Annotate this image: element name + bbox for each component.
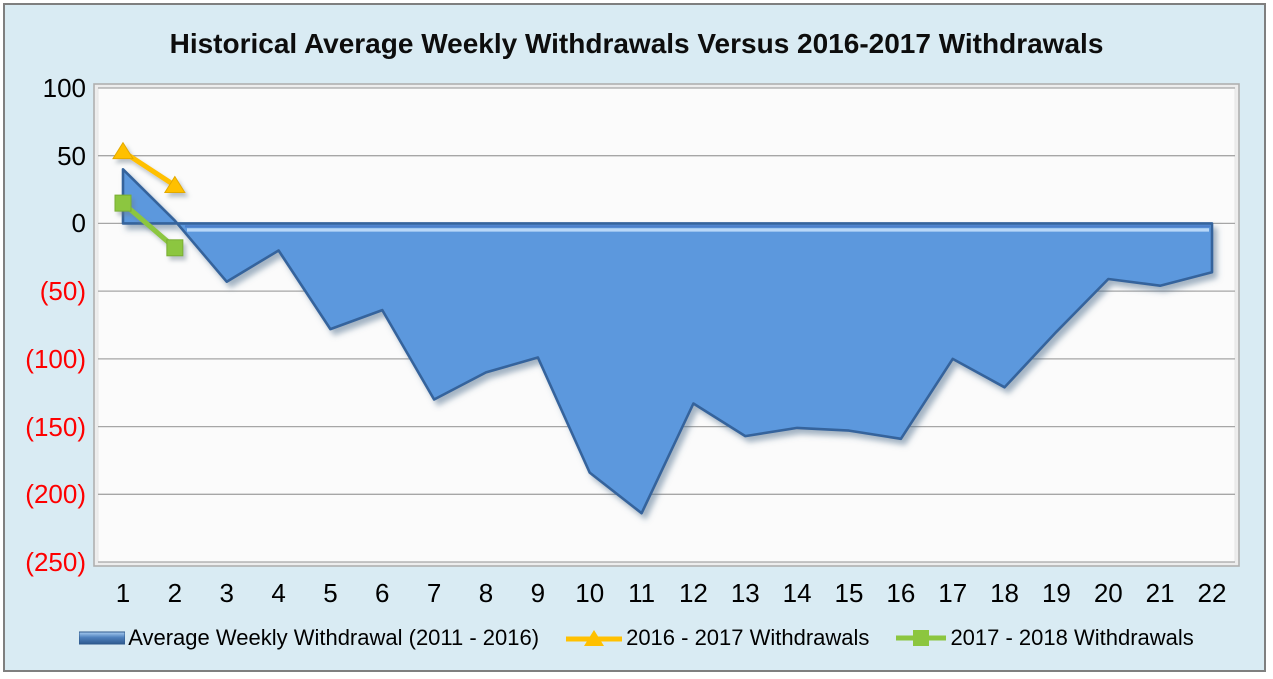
triangle-marker <box>112 141 134 160</box>
legend-item-2017-2018-withdrawals: 2017 - 2018 Withdrawals <box>895 625 1194 651</box>
area-swatch-graphic <box>79 631 126 645</box>
triangle-swatch-graphic <box>566 630 623 646</box>
legend-label-2016-2017-withdrawals: 2016 - 2017 Withdrawals <box>626 625 870 650</box>
legend-label-2017-2018-withdrawals: 2017 - 2018 Withdrawals <box>950 625 1194 650</box>
average-series-area <box>121 168 1214 515</box>
legend-label-average-weekly-withdrawal: Average Weekly Withdrawal (2011 - 2016) <box>128 625 540 650</box>
square-marker <box>114 194 132 212</box>
chart-title: Historical Average Weekly Withdrawals Ve… <box>169 28 1104 59</box>
square-marker <box>166 239 184 257</box>
triangle-marker <box>163 175 186 194</box>
square-swatch-graphic <box>896 630 947 646</box>
area-series-swatch-icon <box>79 631 126 645</box>
legend: Average Weekly Withdrawal (2011 - 2016) … <box>0 620 1273 656</box>
legend-item-average-weekly-withdrawal: Average Weekly Withdrawal (2011 - 2016) <box>79 625 539 651</box>
legend-item-2016-2017-withdrawals: 2016 - 2017 Withdrawals <box>565 625 869 651</box>
triangle-series-swatch-icon <box>565 627 623 649</box>
series-2017-2018-line <box>121 201 177 250</box>
square-series-swatch-icon <box>895 627 947 649</box>
